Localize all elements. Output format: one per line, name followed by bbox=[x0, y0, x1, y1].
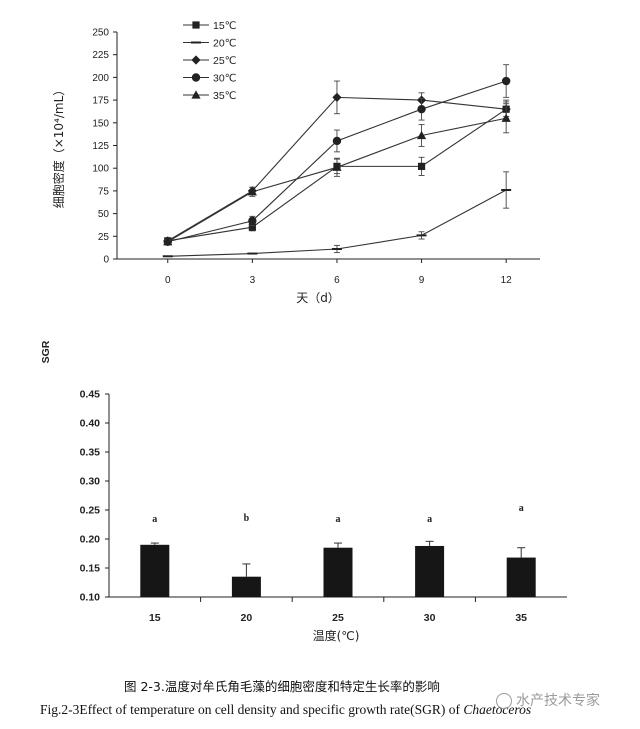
legend-label: 20℃ bbox=[213, 38, 236, 50]
y-tick-label: 0.15 bbox=[80, 563, 101, 575]
data-point bbox=[332, 92, 342, 102]
caption-english-text: Fig.2-3Effect of temperature on cell den… bbox=[40, 702, 464, 717]
data-point bbox=[416, 130, 427, 140]
figure-caption-english: Fig.2-3Effect of temperature on cell den… bbox=[40, 702, 531, 718]
figure-caption-chinese: 图 2-3.温度对牟氏角毛藻的细胞密度和特定生长率的影响 bbox=[124, 679, 440, 694]
y-tick-label: 25 bbox=[98, 232, 110, 243]
x-tick-label: 3 bbox=[250, 275, 256, 286]
legend-label: 30℃ bbox=[213, 73, 236, 85]
legend-marker bbox=[191, 90, 201, 99]
legend-entry-15℃: 15℃ bbox=[183, 20, 236, 32]
y-tick-label: 175 bbox=[92, 96, 109, 107]
data-point bbox=[247, 187, 257, 196]
significance-letter: b bbox=[244, 513, 250, 524]
y-tick-label: 75 bbox=[98, 186, 110, 197]
significance-letter: a bbox=[152, 514, 157, 525]
y-tick-label: 125 bbox=[92, 141, 109, 152]
x-tick-label: 0 bbox=[165, 275, 171, 286]
y-tick-label: 0.35 bbox=[80, 447, 101, 459]
x-tick-label: 6 bbox=[334, 275, 340, 286]
x-tick-label: 30 bbox=[424, 612, 436, 624]
legend-entry-20℃: 20℃ bbox=[183, 38, 236, 50]
x-tick-label: 12 bbox=[501, 275, 513, 286]
x-tick-label: 35 bbox=[515, 612, 527, 624]
y-tick-label: 200 bbox=[92, 73, 109, 84]
series-30℃ bbox=[163, 64, 511, 246]
x-axis-label: 温度(℃) bbox=[313, 628, 360, 643]
series-20℃ bbox=[162, 171, 512, 258]
bar-30 bbox=[415, 545, 445, 597]
legend-marker bbox=[192, 21, 200, 29]
x-tick-label: 9 bbox=[419, 275, 425, 286]
watermark: 水产技术专家 bbox=[496, 690, 600, 710]
data-point bbox=[332, 162, 342, 171]
data-point bbox=[248, 216, 257, 226]
x-tick-label: 20 bbox=[241, 612, 253, 624]
x-axis-label: 天（d） bbox=[296, 291, 340, 305]
legend-label: 25℃ bbox=[213, 55, 236, 67]
bar-25 bbox=[323, 547, 353, 597]
x-tick-label: 15 bbox=[149, 612, 161, 624]
y-tick-label: 150 bbox=[92, 118, 109, 129]
significance-letter: a bbox=[336, 514, 341, 525]
significance-letter: a bbox=[519, 503, 524, 514]
series-35℃ bbox=[163, 103, 511, 246]
y-tick-label: 50 bbox=[98, 209, 110, 220]
legend-entry-25℃: 25℃ bbox=[183, 55, 236, 67]
data-point bbox=[417, 162, 426, 170]
bar-20 bbox=[231, 576, 261, 597]
data-point bbox=[163, 237, 173, 246]
bar-15 bbox=[140, 544, 170, 597]
wechat-logo-icon bbox=[496, 693, 512, 709]
legend-marker bbox=[191, 73, 201, 82]
y-tick-label: 0.40 bbox=[80, 418, 101, 430]
y-tick-label: 100 bbox=[92, 164, 109, 175]
data-point bbox=[248, 223, 256, 231]
significance-letter: a bbox=[427, 514, 432, 525]
legend-entry-30℃: 30℃ bbox=[183, 73, 236, 85]
y-tick-label: 225 bbox=[92, 50, 109, 61]
y-tick-label: 0 bbox=[103, 255, 109, 266]
cell-density-line-chart: 0 25 50 75 100 125 150 175 200 225 250 0 3 6 9 12 天（d） 细胞… bbox=[51, 20, 540, 305]
y-tick-label: 0.25 bbox=[80, 505, 101, 517]
caption-species-name: Chaetoceros bbox=[463, 702, 532, 717]
y-tick-label: 0.10 bbox=[80, 592, 101, 604]
y-tick-label: 250 bbox=[92, 28, 109, 39]
watermark-text: 水产技术专家 bbox=[516, 693, 600, 709]
data-point bbox=[501, 113, 511, 122]
data-point bbox=[501, 76, 511, 86]
sgr-bar-chart: 0.10 0.15 0.20 0.25 0.30 0.35 0.40 0.45 SGR 温度(℃)… bbox=[40, 340, 567, 643]
y-tick-label: 0.45 bbox=[80, 389, 101, 401]
y-tick-label: 0.30 bbox=[80, 476, 101, 488]
x-tick-label: 25 bbox=[332, 612, 344, 624]
y-axis-label: 细胞密度（×10⁴/mL） bbox=[51, 84, 66, 209]
legend-marker bbox=[191, 55, 201, 65]
data-point bbox=[417, 104, 426, 114]
legend-label: 35℃ bbox=[213, 90, 236, 102]
legend-label: 15℃ bbox=[213, 20, 236, 32]
y-axis-label: SGR bbox=[40, 340, 52, 363]
y-tick-label: 0.20 bbox=[80, 534, 101, 546]
data-point bbox=[332, 136, 342, 146]
bar-35 bbox=[506, 557, 536, 597]
legend-entry-35℃: 35℃ bbox=[183, 90, 236, 102]
